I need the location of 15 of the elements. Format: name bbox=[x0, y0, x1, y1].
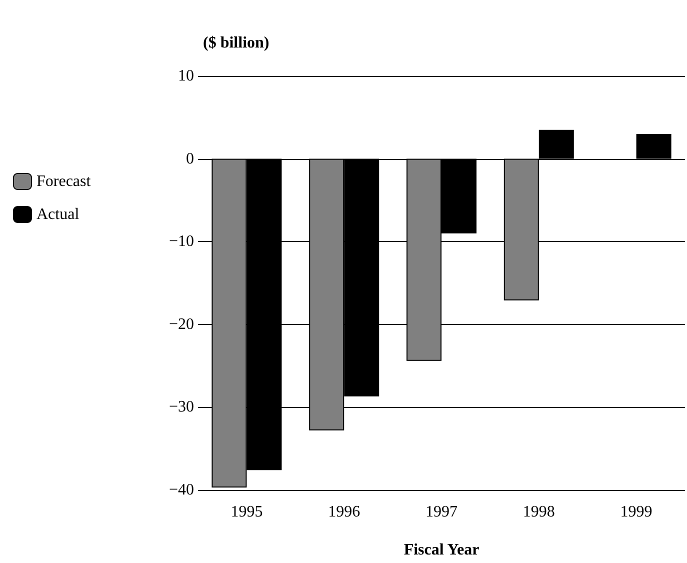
y-tick-label: −10 bbox=[168, 233, 194, 250]
legend-label: Forecast bbox=[36, 173, 92, 190]
chart-title: ($ billion) bbox=[203, 34, 270, 52]
x-tick-label: 1996 bbox=[328, 504, 360, 520]
x-tick-label: 1997 bbox=[426, 504, 458, 520]
x-tick-label: 1999 bbox=[620, 504, 652, 520]
x-tick-label: 1995 bbox=[230, 504, 263, 520]
y-tick-label: −40 bbox=[168, 482, 194, 498]
y-tick-label: −30 bbox=[168, 398, 194, 416]
y-tick-label: −20 bbox=[168, 316, 194, 333]
x-tick-label: 1998 bbox=[522, 504, 555, 520]
legend-label: Actual bbox=[36, 206, 80, 223]
y-tick-label: 0 bbox=[186, 150, 194, 168]
y-tick-label: 10 bbox=[178, 68, 194, 84]
x-axis-title: Fiscal Year bbox=[404, 542, 480, 558]
